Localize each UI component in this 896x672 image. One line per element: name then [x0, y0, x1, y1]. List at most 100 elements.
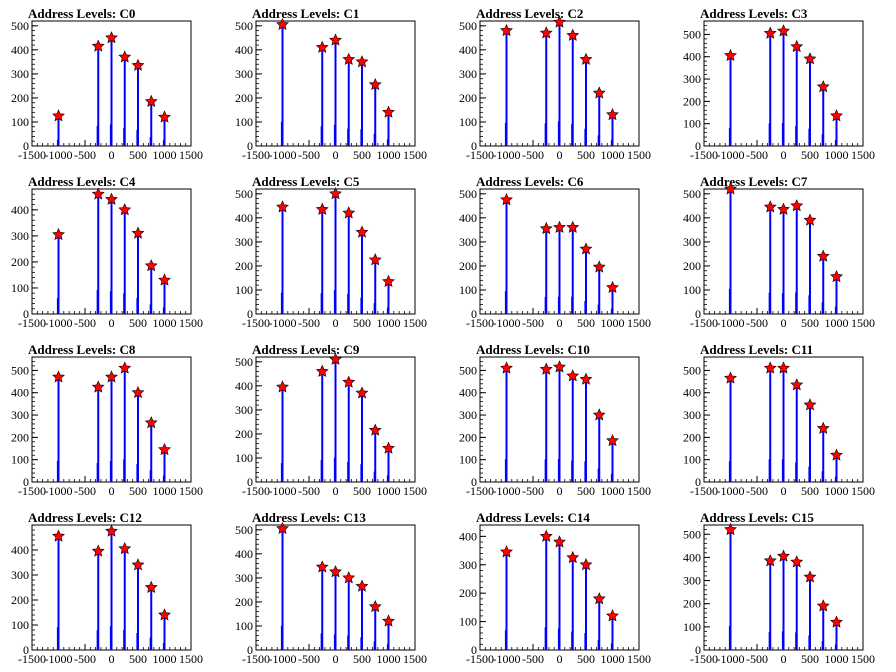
peak-marker: [790, 555, 804, 568]
x-tick-label: -500: [522, 316, 544, 330]
peak-marker: [382, 441, 395, 454]
x-tick-label: 1500: [627, 148, 651, 162]
y-tick-label: 0: [247, 307, 253, 321]
histogram-bar: [571, 375, 574, 482]
x-tick-label: 1000: [601, 316, 625, 330]
y-tick-label: 200: [459, 586, 477, 600]
x-tick-label: -500: [522, 652, 544, 666]
histogram-bar: [782, 556, 785, 650]
histogram-bar: [598, 93, 601, 146]
chart-panel: Address Levels: C0 0 100 200 300 400 500 -1500-…: [0, 0, 224, 168]
histogram-bar: [809, 58, 811, 147]
peak-marker: [579, 52, 593, 65]
histogram-bar: [505, 30, 508, 146]
histogram-bar: [545, 369, 548, 482]
chart-title: Address Levels: C12: [28, 510, 142, 525]
histogram-bar: [123, 209, 126, 314]
histogram-bar: [57, 377, 60, 482]
peak-marker: [592, 408, 606, 421]
peak-marker: [606, 280, 619, 294]
x-tick-label: -500: [298, 148, 320, 162]
chart-svg: Address Levels: C80100200300400500-1500-…: [11, 342, 203, 498]
x-tick-label: 1000: [825, 484, 849, 498]
y-tick-label: 200: [11, 91, 29, 105]
y-tick-label: 400: [11, 543, 29, 557]
histogram-bar: [321, 371, 324, 482]
x-tick-label: 0: [781, 484, 787, 498]
x-tick-label: -1500: [242, 316, 270, 330]
histogram-bar: [374, 606, 377, 650]
histogram-bar: [545, 228, 548, 314]
x-tick-label: -1500: [690, 316, 718, 330]
x-tick-label: 500: [129, 652, 147, 666]
peak-marker: [763, 361, 777, 374]
y-tick-label: 300: [11, 67, 29, 81]
peak-marker: [539, 529, 553, 542]
histogram-bar: [835, 455, 838, 482]
histogram-bar: [97, 194, 100, 314]
histogram-bar: [571, 227, 574, 314]
y-tick-label: 100: [235, 451, 253, 465]
histogram-bar: [558, 227, 561, 314]
histogram-bar: [598, 415, 601, 482]
y-tick-label: 200: [235, 259, 253, 273]
histogram-bar: [334, 193, 337, 314]
x-tick-label: 1500: [179, 652, 203, 666]
histogram-bar: [361, 232, 363, 314]
histogram-bar: [281, 24, 284, 146]
peak-marker: [342, 52, 356, 65]
y-tick-label: 500: [459, 187, 477, 201]
x-tick-label: 0: [333, 316, 339, 330]
chart-panel: Address Levels: C4 0 100 200 300 400 -1500 -100…: [0, 168, 224, 336]
y-tick-label: 300: [459, 408, 477, 422]
y-tick-label: 0: [23, 475, 29, 489]
chart-panel: Address Levels: C13 0 100 200 300 400 500 -1500…: [224, 504, 448, 672]
x-tick-label: 500: [353, 316, 371, 330]
y-tick-label: 100: [459, 283, 477, 297]
y-tick-label: 300: [683, 574, 701, 588]
chart-title: Address Levels: C9: [252, 342, 360, 357]
peak-marker: [52, 370, 65, 383]
peak-marker: [566, 220, 580, 233]
y-tick-label: 100: [683, 283, 701, 297]
histogram-bar: [387, 112, 390, 146]
histogram-bar: [782, 31, 785, 146]
y-tick-label: 100: [235, 619, 253, 633]
y-tick-label: 0: [471, 139, 477, 153]
peak-marker: [553, 220, 566, 233]
y-tick-label: 500: [459, 363, 477, 377]
y-tick-label: 0: [23, 139, 29, 153]
peak-marker: [144, 259, 158, 272]
x-tick-label: 1500: [403, 484, 427, 498]
peak-marker: [342, 571, 356, 584]
chart-panel: Address Levels: C9 0 100 200 300 400 500 -1500-…: [224, 336, 448, 504]
x-tick-label: 0: [781, 316, 787, 330]
x-tick-label: 500: [801, 316, 819, 330]
chart-svg: Address Levels: C10100200300400500-1500-…: [235, 6, 427, 162]
histogram-bar: [729, 55, 732, 146]
histogram-bar: [321, 209, 324, 314]
x-tick-label: -1500: [18, 148, 46, 162]
histogram-bar: [598, 598, 601, 650]
y-tick-label: 300: [235, 67, 253, 81]
x-tick-label: 1500: [403, 316, 427, 330]
y-tick-label: 500: [683, 363, 701, 377]
peak-marker: [606, 108, 619, 121]
peak-marker: [342, 375, 356, 388]
y-tick-label: 300: [235, 235, 253, 249]
x-tick-label: -500: [298, 316, 320, 330]
histogram-bar: [545, 33, 548, 146]
y-tick-label: 300: [11, 229, 29, 243]
chart-svg: Address Levels: C10 0 100 200 300 400 500 -1500…: [459, 342, 651, 498]
x-tick-label: 1000: [153, 652, 177, 666]
y-tick-label: 300: [683, 72, 701, 86]
x-tick-label: 500: [577, 316, 595, 330]
peak-marker: [553, 360, 566, 373]
histogram-bar: [769, 368, 772, 482]
y-tick-label: 400: [683, 211, 701, 225]
peak-marker: [803, 213, 817, 226]
histogram-bar: [585, 249, 587, 314]
histogram-bar: [571, 35, 574, 146]
histogram-bar: [809, 404, 811, 482]
